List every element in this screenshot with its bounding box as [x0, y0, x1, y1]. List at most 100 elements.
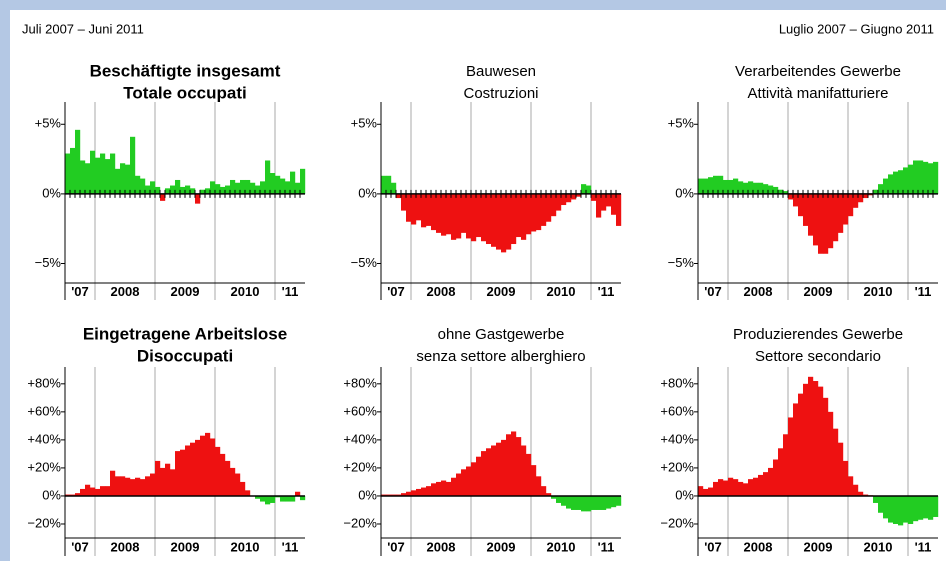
bar: [611, 193, 617, 215]
bar: [170, 469, 176, 496]
bar: [190, 188, 196, 194]
bar: [933, 161, 939, 194]
bar: [848, 476, 854, 496]
bar: [788, 193, 794, 200]
bar: [521, 445, 527, 496]
bar: [451, 477, 457, 496]
bar: [803, 193, 809, 226]
bar: [160, 467, 166, 496]
y-tick-label: +5%: [668, 116, 695, 131]
bar: [748, 479, 754, 496]
bar: [125, 164, 131, 194]
y-tick-label: +60%: [660, 403, 694, 418]
bar: [265, 495, 271, 505]
bar: [235, 473, 241, 496]
bar: [828, 193, 834, 249]
bar: [255, 185, 261, 194]
bar: [486, 448, 492, 496]
chart-subtitle: Settore secondario: [755, 348, 881, 365]
x-tick-label: 2008: [427, 539, 456, 554]
bar: [280, 178, 286, 194]
bar: [110, 153, 116, 194]
chart-subtitle: Costruzioni: [463, 85, 538, 102]
bar: [798, 393, 804, 496]
bar: [908, 164, 914, 194]
bar: [160, 193, 166, 201]
bar: [883, 495, 889, 519]
y-tick-label: −5%: [35, 255, 62, 270]
bar: [140, 479, 146, 496]
y-tick-label: +20%: [343, 459, 377, 474]
bar: [240, 179, 246, 194]
period-de: Juli 2007 – Juni 2011: [22, 21, 144, 36]
y-tick-label: +20%: [660, 459, 694, 474]
bar: [586, 185, 592, 194]
bar: [421, 487, 427, 496]
x-tick-label: 2009: [171, 284, 200, 299]
x-tick-label: '07: [704, 284, 722, 299]
bar: [913, 495, 919, 522]
bar: [486, 193, 492, 245]
bar: [436, 193, 442, 233]
bar: [471, 462, 477, 496]
bar: [581, 495, 587, 512]
bar: [476, 456, 482, 496]
bar: [100, 486, 106, 496]
bar: [853, 484, 859, 496]
bar: [396, 193, 402, 199]
y-tick-label: −20%: [27, 515, 61, 530]
bar: [150, 181, 156, 194]
y-tick-label: 0%: [675, 185, 694, 200]
bar: [205, 188, 211, 194]
bar: [818, 193, 824, 254]
bar: [833, 428, 839, 496]
bar: [190, 442, 196, 496]
bar: [210, 181, 216, 194]
bar: [295, 182, 301, 194]
bar: [703, 178, 709, 194]
bar: [556, 193, 562, 211]
bar: [591, 495, 597, 510]
bar: [521, 193, 527, 240]
bar: [873, 189, 879, 194]
bar: [738, 481, 744, 496]
bar: [898, 495, 904, 526]
y-tick-label: +40%: [660, 431, 694, 446]
bar: [80, 488, 86, 496]
bar: [878, 184, 884, 194]
bar: [115, 168, 121, 194]
bar: [601, 495, 607, 510]
y-tick-label: +60%: [27, 403, 61, 418]
bar: [85, 484, 91, 496]
chart-title: ohne Gastgewerbe: [438, 326, 565, 343]
bar: [426, 193, 432, 226]
bar: [566, 193, 572, 203]
bar: [210, 438, 216, 496]
bar: [838, 442, 844, 496]
y-tick-label: +60%: [343, 403, 377, 418]
chart-subtitle: Attività manifatturiere: [748, 85, 889, 102]
y-tick-label: 0%: [42, 185, 61, 200]
bar: [466, 466, 472, 496]
y-tick-label: 0%: [358, 487, 377, 502]
bar: [541, 193, 547, 226]
bar: [135, 477, 141, 496]
bar: [200, 435, 206, 496]
y-tick-label: +80%: [27, 375, 61, 390]
bar: [738, 181, 744, 194]
bar: [441, 193, 447, 236]
period-it: Luglio 2007 – Giugno 2011: [779, 21, 934, 36]
bar: [195, 193, 201, 204]
bar: [723, 480, 729, 496]
x-tick-label: '07: [71, 539, 89, 554]
bar: [571, 193, 577, 200]
y-tick-label: +40%: [343, 431, 377, 446]
bar: [381, 175, 387, 194]
bar: [516, 193, 522, 238]
bar: [596, 193, 602, 218]
bar: [416, 488, 422, 496]
bar: [135, 175, 141, 194]
bar: [743, 483, 749, 496]
bar: [245, 490, 251, 496]
chart-title: Eingetragene Arbeitslose: [83, 324, 287, 343]
